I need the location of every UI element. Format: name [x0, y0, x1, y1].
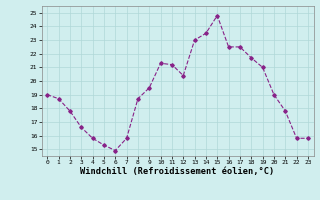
X-axis label: Windchill (Refroidissement éolien,°C): Windchill (Refroidissement éolien,°C) — [80, 167, 275, 176]
